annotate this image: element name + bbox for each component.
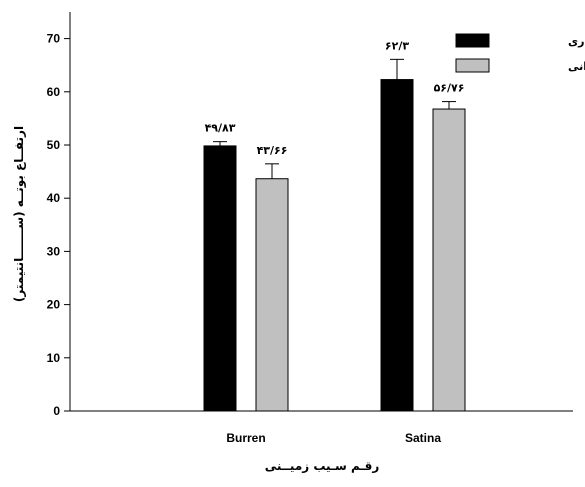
y-tick-label: 10: [47, 351, 61, 365]
data-label: ۵۶/۷۶: [434, 82, 465, 95]
legend-label: بـــارانی: [568, 60, 585, 73]
y-ticks: 0 10 20 30 40 50 60 70: [47, 32, 70, 418]
y-tick-label: 40: [47, 191, 61, 205]
bars: ۴۹/۸۳ ۴۳/۶۶ ۶۲/۳ ۵۶/۷۶: [203, 39, 466, 412]
x-tick-label-satina: Satina: [405, 431, 441, 445]
y-tick-label: 70: [47, 32, 61, 46]
bar-satina-series1: [380, 79, 414, 412]
x-axis-title: رقـم سـیب زمیــنی: [265, 459, 380, 473]
bar-burren-series1: [203, 145, 237, 412]
data-label: ۴۳/۶۶: [257, 144, 288, 157]
data-label: ۶۲/۳: [385, 39, 409, 52]
y-axis-title: ارتفــاع بوتــه (ســـــــانتیمتر): [12, 126, 27, 302]
y-tick-label: 30: [47, 244, 61, 258]
y-tick-label: 60: [47, 85, 61, 99]
bar-satina-series2: [432, 108, 466, 412]
x-tick-labels: Burren Satina: [226, 431, 441, 445]
legend: قطره ای- نواری بـــارانی: [455, 33, 585, 73]
y-tick-label: 50: [47, 138, 61, 152]
legend-swatch: [455, 58, 490, 73]
x-tick-label-burren: Burren: [226, 431, 265, 445]
legend-label: قطره ای- نواری: [568, 35, 585, 48]
data-label: ۴۹/۸۳: [205, 122, 236, 135]
legend-swatch: [455, 33, 490, 48]
y-tick-label: 20: [47, 298, 61, 312]
bar-burren-series2: [255, 178, 289, 412]
axes: [69, 12, 573, 412]
y-tick-label: 0: [53, 404, 60, 418]
